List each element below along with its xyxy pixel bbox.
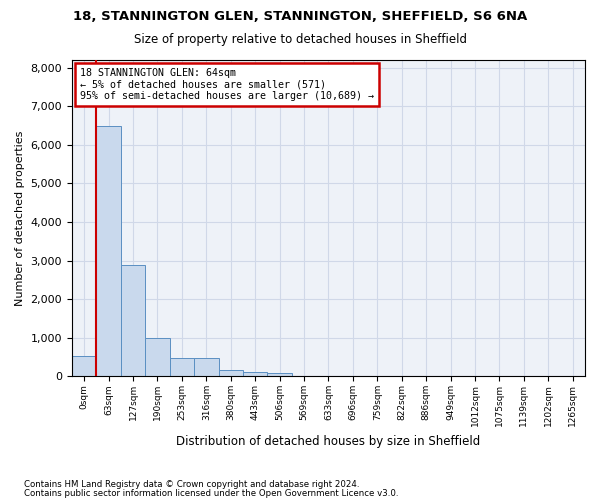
Text: 18 STANNINGTON GLEN: 64sqm
← 5% of detached houses are smaller (571)
95% of semi: 18 STANNINGTON GLEN: 64sqm ← 5% of detac… (80, 68, 374, 101)
Bar (97, 126, 121, 376)
Bar (268, 374, 292, 376)
Bar (218, 370, 243, 376)
Bar (243, 372, 268, 376)
Y-axis label: Number of detached properties: Number of detached properties (15, 130, 25, 306)
Text: 18, STANNINGTON GLEN, STANNINGTON, SHEFFIELD, S6 6NA: 18, STANNINGTON GLEN, STANNINGTON, SHEFF… (73, 10, 527, 23)
Bar (170, 358, 194, 376)
Text: Size of property relative to detached houses in Sheffield: Size of property relative to detached ho… (133, 32, 467, 46)
Bar (194, 358, 218, 376)
Bar (145, 338, 170, 376)
Text: Contains public sector information licensed under the Open Government Licence v3: Contains public sector information licen… (24, 490, 398, 498)
Text: Contains HM Land Registry data © Crown copyright and database right 2024.: Contains HM Land Registry data © Crown c… (24, 480, 359, 489)
X-axis label: Distribution of detached houses by size in Sheffield: Distribution of detached houses by size … (176, 434, 481, 448)
Bar (121, 264, 145, 376)
Bar (72, 356, 97, 376)
